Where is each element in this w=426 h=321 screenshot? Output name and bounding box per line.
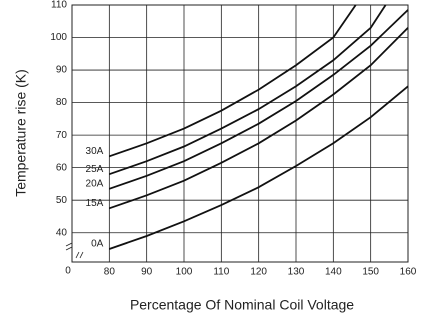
series-label: 15A: [86, 198, 104, 209]
series-line: [109, 4, 357, 158]
x-tick-label: 150: [362, 267, 379, 278]
axis-break: [65, 242, 84, 259]
y-tick-label: 80: [56, 97, 68, 108]
series-line: [109, 4, 387, 176]
y-tick-label: 70: [56, 130, 68, 141]
y-axis-label: Temperature rise (K): [13, 69, 29, 197]
x-tick-label: 90: [141, 267, 153, 278]
x-tick-label: 110: [213, 267, 229, 278]
series-line: [109, 85, 409, 250]
series-label: 20A: [86, 178, 104, 189]
series-label: 30A: [86, 146, 104, 157]
y-tick-label: 40: [56, 227, 68, 238]
y-tick-label: 90: [56, 65, 68, 76]
series-line: [109, 27, 409, 210]
y-tick-label: 60: [56, 162, 68, 173]
x-tick-label: 120: [250, 267, 267, 278]
x-tick-label: 100: [176, 267, 193, 278]
y-tick-label: 50: [56, 195, 68, 206]
x-tick-label: 140: [325, 267, 342, 278]
x-axis-label: Percentage Of Nominal Coil Voltage: [130, 297, 354, 313]
y-tick-label: 110: [51, 0, 67, 11]
series-label: 0A: [91, 239, 104, 250]
series-label: 25A: [86, 164, 104, 175]
origin-label: 0: [65, 266, 71, 277]
y-tick-label: 100: [50, 32, 67, 43]
series-line: [109, 9, 409, 190]
x-tick-label: 130: [288, 267, 305, 278]
x-tick-label: 160: [400, 267, 417, 278]
x-tick-label: 80: [104, 267, 116, 278]
